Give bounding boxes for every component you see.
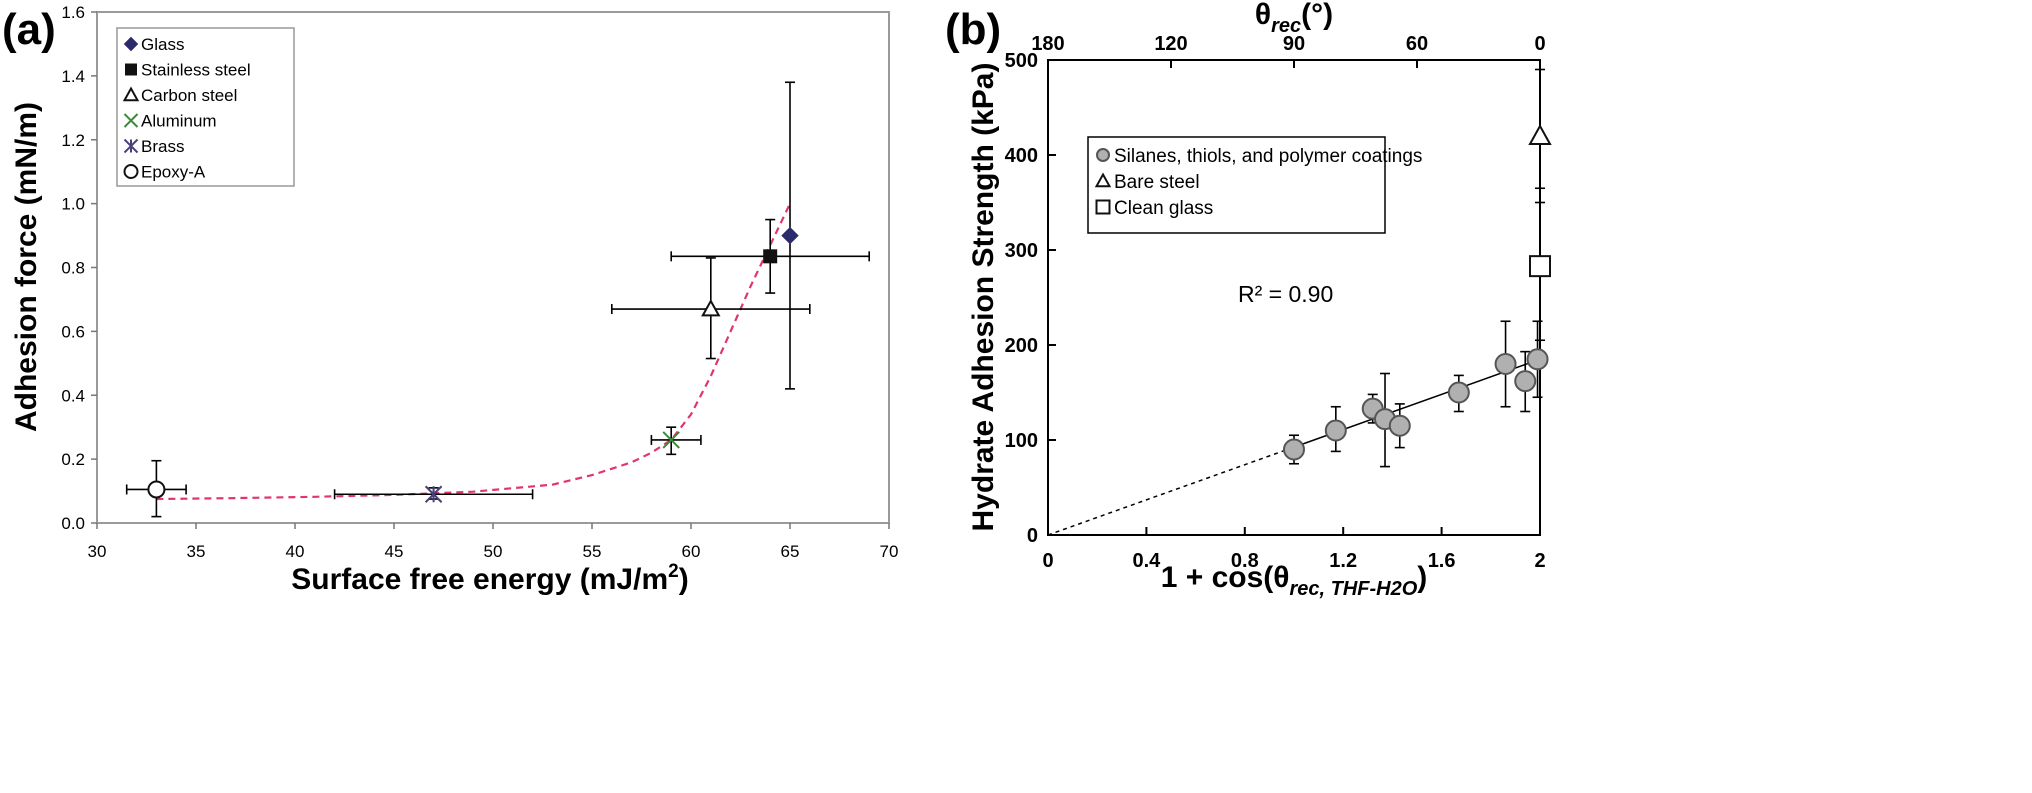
y-tick-label: 1.0 bbox=[61, 195, 85, 214]
panel-b-x-axis-title: 1 + cos(θrec, THF-H2O) bbox=[1161, 561, 1428, 600]
glass-point bbox=[781, 226, 799, 245]
legend-carbon-steel-label: Carbon steel bbox=[141, 86, 237, 105]
legend-carbon-steel-marker bbox=[122, 86, 140, 102]
y-tick-label: 300 bbox=[1005, 240, 1038, 262]
legend-silanes-thiols-and-polymer-coatings-marker bbox=[1096, 148, 1110, 162]
x-tick-label: 55 bbox=[583, 542, 602, 561]
panel-a-x-axis-title: Surface free energy (mJ/m2) bbox=[291, 561, 688, 596]
bare-steel-point bbox=[1528, 123, 1552, 145]
legend-brass-label: Brass bbox=[141, 137, 184, 156]
aluminum-point bbox=[662, 431, 680, 449]
legend-clean-glass-marker bbox=[1095, 199, 1111, 215]
panel-a-y-axis-title: Adhesion force (mN/m) bbox=[10, 102, 43, 432]
y-tick-label: 0.8 bbox=[61, 259, 85, 278]
panel-b-legend: Silanes, thiols, and polymer coatings Bar… bbox=[1087, 136, 1422, 234]
panel-b-annotation: R² = 0.90 bbox=[1238, 281, 1333, 307]
fit-line-extrapolated bbox=[1047, 446, 1295, 536]
silanes-thiols-and-polymer-coatings-point bbox=[1514, 370, 1537, 393]
y-tick-label: 200 bbox=[1005, 335, 1038, 357]
legend-clean-glass-label: Clean glass bbox=[1114, 198, 1213, 219]
x-tick-label: 1.2 bbox=[1329, 550, 1357, 572]
top-tick-label: 120 bbox=[1154, 33, 1187, 55]
panel-a-fit-curve bbox=[156, 203, 791, 501]
silanes-thiols-and-polymer-coatings-point bbox=[1447, 381, 1470, 404]
x-tick-label: 0 bbox=[1042, 550, 1053, 572]
top-tick-label: 60 bbox=[1406, 33, 1428, 55]
y-tick-label: 0.6 bbox=[61, 322, 85, 341]
legend-glass-label: Glass bbox=[141, 35, 184, 54]
legend-epoxy-a-label: Epoxy-A bbox=[141, 163, 206, 182]
x-tick-label: 35 bbox=[187, 542, 206, 561]
y-tick-label: 1.2 bbox=[61, 131, 85, 150]
panel-a-data-points bbox=[125, 81, 871, 518]
clean-glass-point bbox=[1529, 255, 1551, 278]
x-tick-label: 50 bbox=[484, 542, 503, 561]
silanes-thiols-and-polymer-coatings-point bbox=[1494, 353, 1517, 375]
carbon-steel-point bbox=[701, 298, 721, 317]
legend-epoxy-a-marker bbox=[123, 164, 139, 179]
silanes-thiols-and-polymer-coatings-point bbox=[1526, 348, 1549, 371]
x-tick-label: 45 bbox=[385, 542, 404, 561]
legend-bare-steel-marker bbox=[1094, 172, 1112, 188]
top-tick-label: 180 bbox=[1031, 33, 1064, 55]
fit-curve bbox=[156, 203, 791, 501]
panel-b-y-axis-title: Hydrate Adhesion Strength (kPa) bbox=[967, 63, 1000, 532]
legend-box bbox=[1087, 136, 1386, 234]
panel-b-top-axis-title: θrec(°) bbox=[1255, 0, 1333, 37]
y-tick-label: 0.2 bbox=[61, 450, 85, 469]
epoxy-a-point bbox=[147, 480, 166, 499]
y-tick-label: 1.4 bbox=[61, 67, 85, 86]
x-tick-label: 30 bbox=[88, 542, 107, 561]
y-tick-label: 0.0 bbox=[61, 514, 85, 533]
top-tick-label: 0 bbox=[1534, 33, 1545, 55]
legend-box bbox=[116, 27, 295, 187]
legend-bare-steel-label: Bare steel bbox=[1114, 172, 1200, 193]
silanes-thiols-and-polymer-coatings-point bbox=[1324, 419, 1347, 442]
panel-b-data-points bbox=[1283, 68, 1552, 468]
x-tick-label: 40 bbox=[286, 542, 305, 561]
brass-point bbox=[424, 485, 443, 503]
legend-aluminum-label: Aluminum bbox=[141, 112, 217, 131]
y-tick-label: 100 bbox=[1005, 430, 1038, 452]
panel-b-tag: (b) bbox=[945, 5, 1001, 54]
panel-a-tag: (a) bbox=[2, 5, 56, 54]
legend-aluminum-marker bbox=[123, 113, 139, 128]
x-tick-label: 70 bbox=[880, 542, 899, 561]
x-tick-label: 0.8 bbox=[1231, 550, 1259, 572]
x-tick-label: 2 bbox=[1534, 550, 1545, 572]
y-tick-label: 1.6 bbox=[61, 3, 85, 22]
legend-brass-marker bbox=[123, 138, 139, 154]
x-tick-label: 60 bbox=[682, 542, 701, 561]
top-tick-label: 90 bbox=[1283, 33, 1305, 55]
y-tick-label: 0 bbox=[1027, 525, 1038, 547]
x-tick-label: 0.4 bbox=[1132, 550, 1161, 572]
silanes-thiols-and-polymer-coatings-point bbox=[1283, 438, 1305, 461]
legend-stainless-steel-label: Stainless steel bbox=[141, 61, 251, 80]
x-tick-label: 1.6 bbox=[1428, 550, 1456, 572]
stainless-steel-point bbox=[763, 249, 778, 264]
y-tick-label: 0.4 bbox=[61, 386, 85, 405]
panel-a-legend: Glass Stainless steel Carbon steel Aluminum… bbox=[116, 27, 295, 187]
y-tick-label: 500 bbox=[1005, 50, 1038, 72]
y-tick-label: 400 bbox=[1005, 145, 1038, 167]
legend-silanes-thiols-and-polymer-coatings-label: Silanes, thiols, and polymer coatings bbox=[1114, 146, 1422, 167]
x-tick-label: 65 bbox=[781, 542, 800, 561]
silanes-thiols-and-polymer-coatings-point bbox=[1388, 414, 1411, 437]
legend-glass-marker bbox=[123, 36, 139, 52]
legend-stainless-steel-marker bbox=[125, 63, 137, 76]
panel-a: (a) 30 35 40 45 50 55 60 65 70 0.0 0.2 0.4 0.6 0.8 1.0… bbox=[2, 3, 898, 596]
panel-a-ticks: 30 35 40 45 50 55 60 65 70 0.0 0.2 0.4 0.6 0.8 1.0 1.2 1… bbox=[61, 3, 898, 561]
